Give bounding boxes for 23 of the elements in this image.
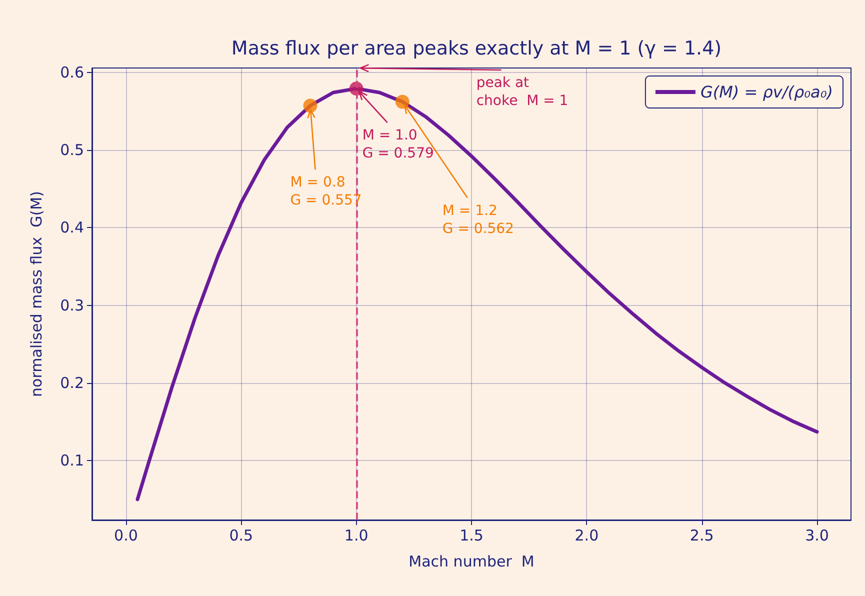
- annotation: M = 1.2 G = 0.562: [442, 202, 514, 237]
- chart-title: Mass flux per area peaks exactly at M = 1 (γ = 1.4): [231, 38, 722, 60]
- x-tick-label: 0.5: [229, 526, 254, 544]
- x-tick-label: 1.0: [344, 526, 368, 544]
- y-tick-label: 0.4: [60, 218, 84, 237]
- annotation: M = 1.0 G = 0.579: [362, 128, 434, 162]
- x-tick-label: 3.0: [805, 526, 829, 544]
- y-tick-label: 0.1: [60, 452, 84, 470]
- x-axis-title: Mach number M: [408, 552, 534, 570]
- annotation: peak at choke M = 1: [476, 75, 568, 109]
- y-tick-label: 0.5: [60, 140, 84, 159]
- legend-label: G(M) = ρv/(ρ₀a₀): [700, 82, 834, 102]
- y-axis-title: normalised mass flux G(M): [28, 191, 46, 397]
- point: [303, 98, 318, 113]
- x-tick-label: 2.5: [690, 526, 714, 544]
- y-tick-label: 0.2: [60, 374, 84, 392]
- x-tick-label: 1.5: [460, 526, 484, 544]
- y-tick-label: 0.6: [60, 63, 84, 82]
- y-tick-label: 0.3: [60, 296, 84, 314]
- annotation: M = 0.8 G = 0.557: [290, 174, 362, 209]
- x-tick-label: 2.0: [574, 526, 599, 544]
- x-tick-label: 0.0: [114, 526, 138, 544]
- point: [395, 94, 410, 109]
